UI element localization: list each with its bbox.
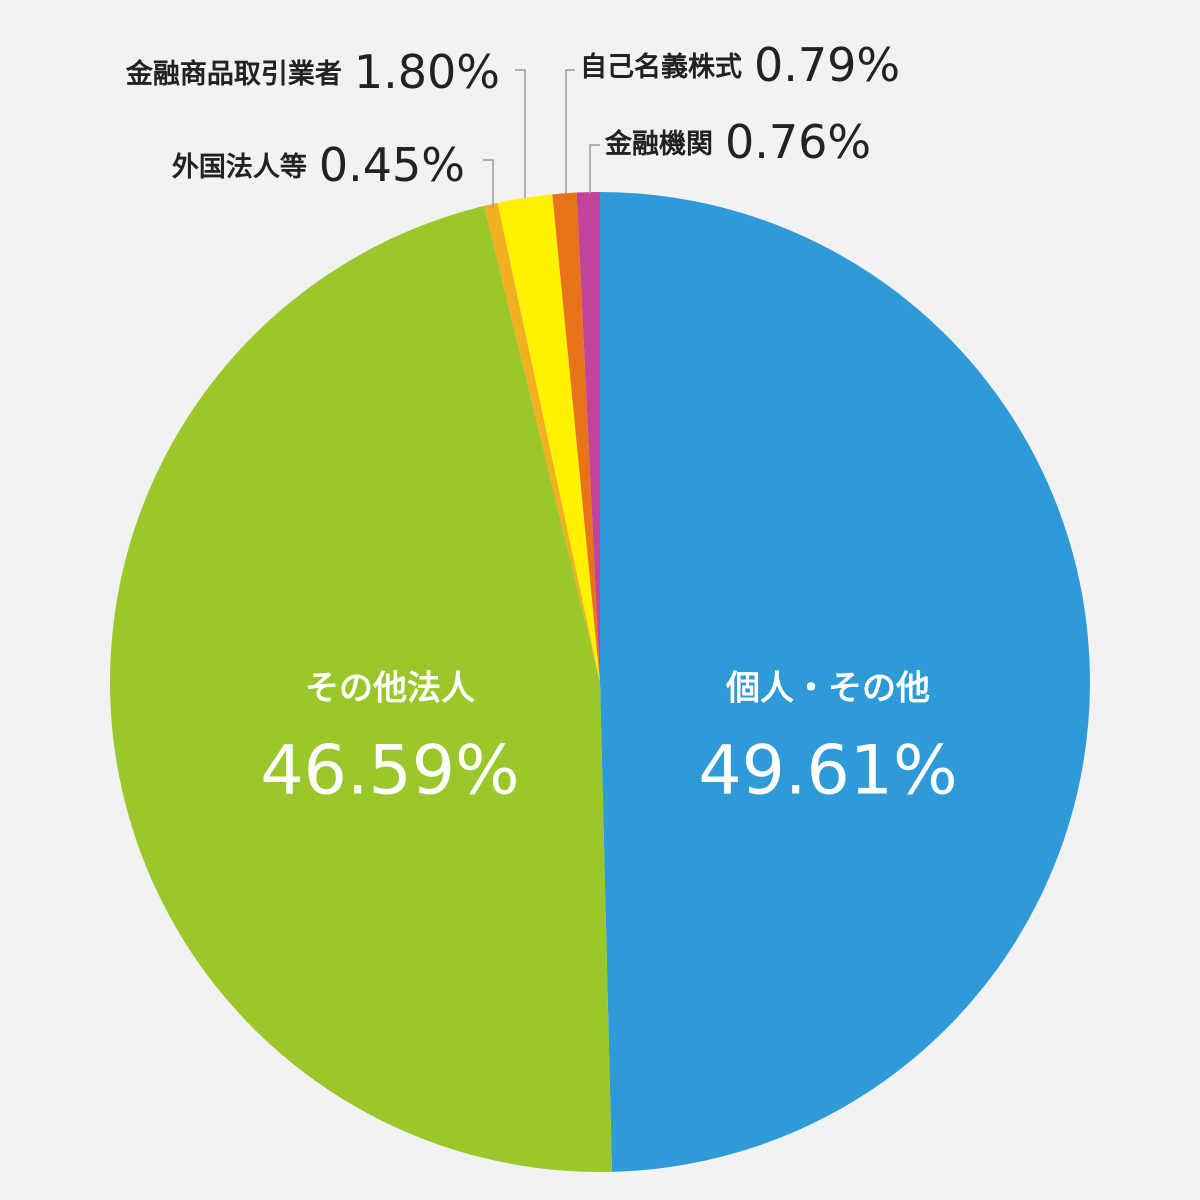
leader-line bbox=[565, 69, 575, 194]
pie-slice bbox=[484, 202, 600, 682]
slice-label: 外国法人等 bbox=[172, 151, 307, 183]
pie-slice bbox=[552, 192, 600, 682]
slice-label-group: 金融商品取引業者 1.80% bbox=[125, 45, 500, 99]
leader-line bbox=[515, 69, 526, 198]
slice-label-group: 自己名義株式 0.79% bbox=[580, 38, 900, 92]
value-label: 46.59% bbox=[260, 732, 519, 811]
slice-label: 金融機関 bbox=[604, 128, 713, 160]
value-label: 0.76% bbox=[725, 115, 871, 169]
value-label: 1.80% bbox=[354, 45, 500, 99]
slice-label-group: 外国法人等 0.45% bbox=[172, 138, 465, 192]
leader-line bbox=[483, 159, 494, 208]
slice-label: 金融商品取引業者 bbox=[125, 58, 342, 90]
pie-slice bbox=[576, 192, 600, 682]
slice-label: その他法人 bbox=[305, 669, 475, 709]
leader-line bbox=[589, 144, 600, 194]
pie-slice bbox=[497, 194, 600, 683]
pie-slice bbox=[600, 192, 1091, 1172]
value-label: 0.79% bbox=[754, 38, 900, 92]
value-label: 49.61% bbox=[698, 732, 957, 811]
pie-slice bbox=[110, 205, 613, 1172]
value-label: 0.45% bbox=[319, 138, 465, 192]
slice-label: 個人・その他 bbox=[725, 669, 930, 709]
slice-label: 自己名義株式 bbox=[580, 51, 742, 83]
slice-label-group: 金融機関 0.76% bbox=[604, 115, 871, 169]
